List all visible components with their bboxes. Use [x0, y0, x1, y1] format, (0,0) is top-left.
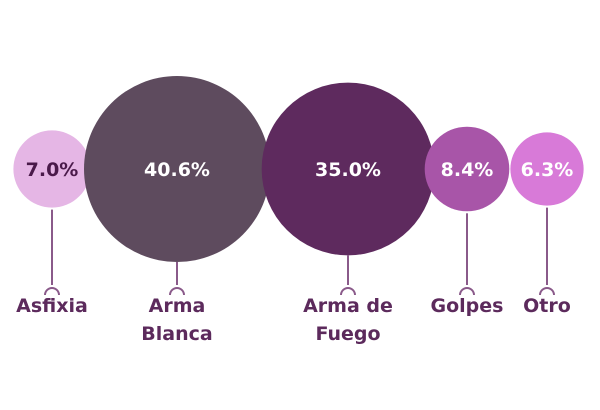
- bubble-0: [13, 130, 91, 208]
- category-label-2-1: Fuego: [315, 323, 380, 345]
- data-label-0: 7.0%: [26, 159, 79, 181]
- category-label-1-0: Arma: [149, 295, 206, 317]
- data-label-1: 40.6%: [144, 159, 210, 181]
- data-label-4: 6.3%: [521, 159, 574, 181]
- connector-cap-1: [169, 287, 185, 296]
- category-label-0-0: Asfixia: [16, 295, 88, 317]
- category-label-2-0: Arma de: [303, 295, 393, 317]
- connector-cap-4: [539, 287, 555, 296]
- bubble-3: [424, 126, 510, 212]
- data-label-2: 35.0%: [315, 159, 381, 181]
- category-label-3-0: Golpes: [431, 295, 504, 317]
- bubble-1: [84, 76, 270, 262]
- connector-cap-3: [459, 287, 475, 296]
- category-label-1-1: Blanca: [141, 323, 212, 345]
- category-label-4-0: Otro: [523, 295, 571, 317]
- bubble-2: [261, 82, 435, 256]
- data-label-3: 8.4%: [441, 159, 494, 181]
- connector-cap-0: [44, 287, 60, 296]
- bubble-4: [510, 132, 584, 206]
- connector-cap-2: [340, 287, 356, 296]
